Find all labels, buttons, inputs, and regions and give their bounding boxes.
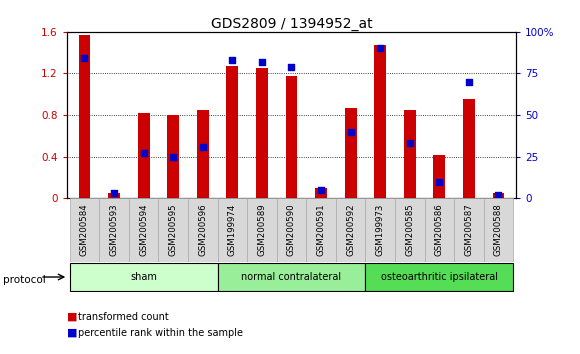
Point xyxy=(169,154,178,159)
Bar xyxy=(218,263,365,291)
Text: GSM200585: GSM200585 xyxy=(405,203,414,256)
Bar xyxy=(108,193,120,198)
Bar xyxy=(425,198,454,262)
Bar xyxy=(188,198,218,262)
Bar xyxy=(433,155,445,198)
Text: GSM200590: GSM200590 xyxy=(287,203,296,256)
Bar xyxy=(285,75,298,198)
Point xyxy=(494,192,503,198)
Point xyxy=(464,79,473,85)
Text: normal contralateral: normal contralateral xyxy=(241,272,342,282)
Bar xyxy=(226,66,238,198)
Text: osteoarthritic ipsilateral: osteoarthritic ipsilateral xyxy=(381,272,498,282)
Text: GSM200587: GSM200587 xyxy=(465,203,473,256)
Text: protocol: protocol xyxy=(3,275,46,285)
Text: GSM200584: GSM200584 xyxy=(80,203,89,256)
Bar xyxy=(78,35,90,198)
Text: GSM200589: GSM200589 xyxy=(258,203,266,256)
Bar xyxy=(336,198,365,262)
Bar xyxy=(395,198,425,262)
Point xyxy=(228,57,237,63)
Bar xyxy=(129,198,158,262)
Point xyxy=(346,129,355,135)
Text: ■: ■ xyxy=(67,312,77,322)
Bar xyxy=(218,198,247,262)
Bar xyxy=(306,198,336,262)
Bar xyxy=(365,263,513,291)
Point xyxy=(139,150,148,156)
Text: GSM199974: GSM199974 xyxy=(228,203,237,256)
Text: GSM200592: GSM200592 xyxy=(346,203,355,256)
Point xyxy=(316,187,325,193)
Bar xyxy=(492,193,505,198)
Bar xyxy=(454,198,484,262)
Text: transformed count: transformed count xyxy=(78,312,169,322)
Bar xyxy=(277,198,306,262)
Bar xyxy=(365,198,395,262)
Bar xyxy=(137,113,150,198)
Bar xyxy=(374,45,386,198)
Bar xyxy=(345,108,357,198)
Point xyxy=(198,144,208,149)
Text: GSM200596: GSM200596 xyxy=(198,203,207,256)
Point xyxy=(405,141,414,146)
Text: GSM200594: GSM200594 xyxy=(139,203,148,256)
Title: GDS2809 / 1394952_at: GDS2809 / 1394952_at xyxy=(211,17,372,31)
Bar xyxy=(484,198,513,262)
Text: GSM200586: GSM200586 xyxy=(435,203,444,256)
Bar xyxy=(70,263,218,291)
Bar xyxy=(167,115,179,198)
Bar xyxy=(315,188,327,198)
Point xyxy=(80,56,89,61)
Bar xyxy=(158,198,188,262)
Bar xyxy=(247,198,277,262)
Text: GSM200588: GSM200588 xyxy=(494,203,503,256)
Text: ■: ■ xyxy=(67,328,77,338)
Bar xyxy=(463,99,475,198)
Text: GSM200595: GSM200595 xyxy=(169,203,177,256)
Bar xyxy=(99,198,129,262)
Text: percentile rank within the sample: percentile rank within the sample xyxy=(78,328,243,338)
Bar xyxy=(404,110,416,198)
Point xyxy=(375,46,385,51)
Text: sham: sham xyxy=(130,272,157,282)
Point xyxy=(434,179,444,184)
Text: GSM199973: GSM199973 xyxy=(376,203,385,256)
Bar xyxy=(256,68,268,198)
Bar xyxy=(70,198,99,262)
Point xyxy=(110,190,119,196)
Point xyxy=(258,59,267,65)
Text: GSM200591: GSM200591 xyxy=(317,203,325,256)
Point xyxy=(287,64,296,70)
Bar xyxy=(197,110,209,198)
Text: GSM200593: GSM200593 xyxy=(110,203,118,256)
